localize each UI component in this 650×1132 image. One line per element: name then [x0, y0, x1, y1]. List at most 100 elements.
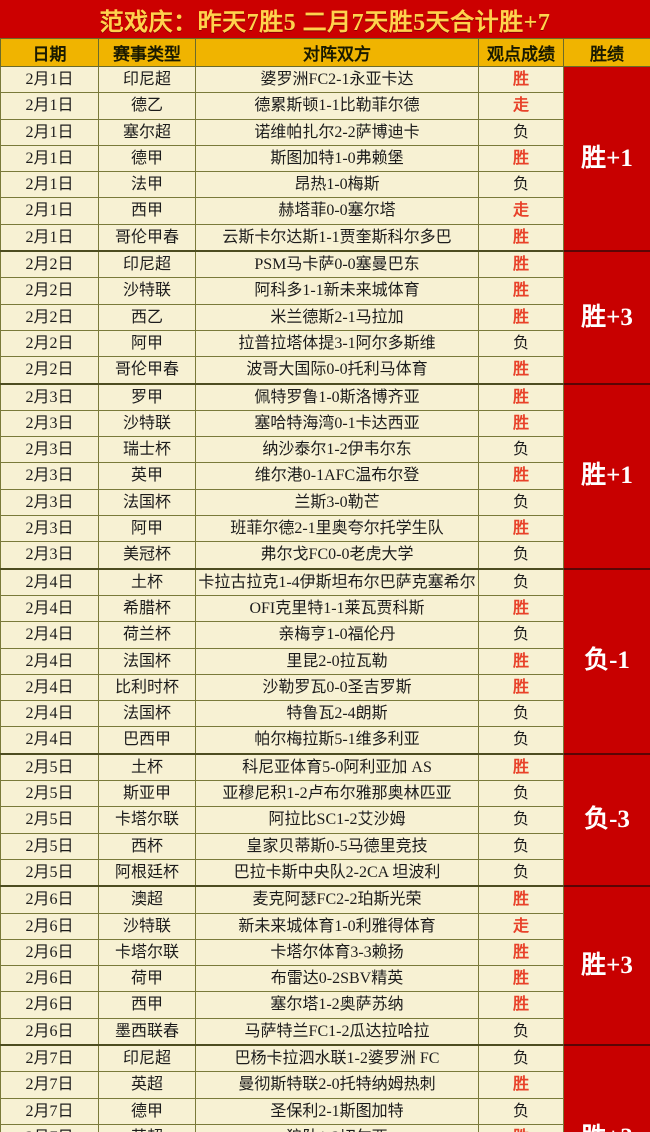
cell-result: 胜: [478, 594, 564, 623]
cell-group-score: 胜+1: [563, 382, 650, 570]
table-row: 2月2日 阿甲 拉普拉塔体提3-1阿尔多斯维负: [0, 329, 650, 358]
cell-date: 2月7日: [0, 1123, 99, 1132]
cell-date: 2月2日: [0, 356, 99, 385]
cell-league: 印尼超: [98, 65, 196, 94]
table-row: 2月5日 卡塔尔联 阿拉比SC1-2艾沙姆负: [0, 806, 650, 834]
cell-result: 胜: [478, 885, 564, 914]
cell-league: 德乙: [98, 92, 196, 120]
cell-result: 胜: [478, 409, 564, 438]
cell-match: 巴拉卡斯中央队2-2CA 坦波利: [195, 858, 479, 887]
table-row: 2月4日 巴西甲 帕尔梅拉斯5-1维多利亚负: [0, 726, 650, 755]
cell-result: 负: [478, 806, 564, 834]
table-row: 2月1日 塞尔超 诺维帕扎尔2-2萨博迪卡负: [0, 118, 650, 146]
table-row: 2月6日 卡塔尔联 卡塔尔体育3-3赖扬胜: [0, 938, 650, 967]
cell-result: 胜: [478, 382, 564, 411]
cell-match: 维尔港0-1AFC温布尔登: [195, 462, 479, 490]
cell-result: 负: [478, 700, 564, 728]
cell-league: 沙特联: [98, 912, 196, 940]
cell-result: 负: [478, 621, 564, 649]
cell-result: 负: [478, 1043, 564, 1073]
cell-group-score: 负-1: [563, 567, 650, 755]
cell-result: 负: [478, 567, 564, 596]
cell-result: 胜: [478, 965, 564, 993]
cell-match: OFI克里特1-1莱瓦贾科斯: [195, 594, 479, 623]
cell-date: 2月6日: [0, 1017, 99, 1046]
cell-date: 2月1日: [0, 171, 99, 199]
table-row: 2月4日 荷兰杯 亲梅亨1-0福伦丹负: [0, 621, 650, 649]
cell-league: 塞尔超: [98, 118, 196, 146]
cell-date: 2月1日: [0, 92, 99, 120]
table-row: 2月1日 印尼超 婆罗洲FC2-1永亚卡达胜胜+1: [0, 65, 650, 252]
cell-date: 2月2日: [0, 250, 99, 279]
cell-match: 班菲尔德2-1里奥夸尔托学生队: [195, 515, 479, 543]
cell-result: 负: [478, 726, 564, 755]
cell-match: 里昆2-0拉瓦勒: [195, 647, 479, 675]
cell-match: 特鲁瓦2-4朗斯: [195, 700, 479, 728]
cell-group-score: 负-3: [563, 752, 650, 887]
cell-result: 负: [478, 541, 564, 570]
cell-date: 2月1日: [0, 65, 99, 94]
cell-date: 2月1日: [0, 197, 99, 225]
cell-league: 印尼超: [98, 1043, 196, 1073]
cell-date: 2月3日: [0, 488, 99, 517]
cell-league: 西甲: [98, 991, 196, 1019]
table-row: 2月6日 墨西联春 马萨特兰FC1-2瓜达拉哈拉负: [0, 1017, 650, 1046]
cell-league: 阿甲: [98, 329, 196, 358]
table-header: 日期 赛事类型 对阵双方 观点成绩 胜绩: [0, 38, 650, 67]
cell-league: 卡塔尔联: [98, 806, 196, 834]
cell-match: 诺维帕扎尔2-2萨博迪卡: [195, 118, 479, 146]
cell-result: 负: [478, 118, 564, 146]
cell-result: 负: [478, 832, 564, 860]
cell-date: 2月7日: [0, 1097, 99, 1125]
cell-result: 负: [478, 780, 564, 808]
cell-match: 佩特罗鲁1-0斯洛博齐亚: [195, 382, 479, 411]
header-row: 日期 赛事类型 对阵双方 观点成绩 胜绩: [0, 38, 650, 67]
cell-match: 婆罗洲FC2-1永亚卡达: [195, 65, 479, 94]
table-row: 2月1日 法甲 昂热1-0梅斯负: [0, 171, 650, 199]
cell-result: 负: [478, 858, 564, 887]
table-row: 2月3日 法国杯 兰斯3-0勒芒负: [0, 488, 650, 517]
cell-result: 胜: [478, 223, 564, 252]
cell-league: 土杯: [98, 752, 196, 782]
table-row: 2月5日 斯亚甲 亚穆尼积1-2卢布尔雅那奥林匹亚负: [0, 780, 650, 808]
cell-match: 亲梅亨1-0福伦丹: [195, 621, 479, 649]
cell-date: 2月3日: [0, 515, 99, 543]
cell-league: 墨西联春: [98, 1017, 196, 1046]
cell-date: 2月7日: [0, 1043, 99, 1073]
cell-league: 哥伦甲春: [98, 356, 196, 385]
cell-date: 2月2日: [0, 303, 99, 331]
cell-result: 负: [478, 1017, 564, 1046]
cell-match: 麦克阿瑟FC2-2珀斯光荣: [195, 885, 479, 914]
cell-date: 2月1日: [0, 144, 99, 173]
table-row: 2月5日 阿根廷杯 巴拉卡斯中央队2-2CA 坦波利负: [0, 858, 650, 887]
cell-league: 巴西甲: [98, 726, 196, 755]
column-header-group: 胜绩: [563, 38, 650, 67]
page-title: 范戏庆：昨天7胜5 二月7天胜5天合计胜+7: [99, 9, 551, 36]
cell-date: 2月5日: [0, 780, 99, 808]
cell-match: 米兰德斯2-1马拉加: [195, 303, 479, 331]
cell-match: 巴杨卡拉泗水联1-2婆罗洲 FC: [195, 1043, 479, 1073]
table-row: 2月7日 德甲 圣保利2-1斯图加特负: [0, 1097, 650, 1125]
cell-match: 马萨特兰FC1-2瓜达拉哈拉: [195, 1017, 479, 1046]
cell-result: 走: [478, 912, 564, 940]
cell-date: 2月6日: [0, 938, 99, 967]
cell-group-score: 胜+1: [563, 66, 650, 252]
cell-match: 亚穆尼积1-2卢布尔雅那奥林匹亚: [195, 780, 479, 808]
cell-league: 法国杯: [98, 700, 196, 728]
cell-match: 新未来城体育1-0利雅得体育: [195, 912, 479, 940]
cell-result: 负: [478, 436, 564, 464]
table-row: 2月1日 西甲 赫塔菲0-0塞尔塔走: [0, 197, 650, 225]
cell-group-score: 胜+3: [563, 885, 650, 1046]
cell-league: 法甲: [98, 171, 196, 199]
cell-league: 瑞士杯: [98, 436, 196, 464]
cell-date: 2月5日: [0, 752, 99, 782]
cell-date: 2月7日: [0, 1071, 99, 1099]
table-row: 2月4日 土杯 卡拉古拉克1-4伊斯坦布尔巴萨克塞希尔负负-1: [0, 567, 650, 755]
cell-match: 赫塔菲0-0塞尔塔: [195, 197, 479, 225]
cell-league: 沙特联: [98, 277, 196, 305]
cell-group-score: 胜+3: [563, 250, 650, 385]
cell-date: 2月4日: [0, 700, 99, 728]
match-results-table: 日期 赛事类型 对阵双方 观点成绩 胜绩 2月1日 印尼超 婆罗洲FC2-1永亚卡达…: [0, 38, 650, 1132]
cell-result: 负: [478, 1097, 564, 1125]
